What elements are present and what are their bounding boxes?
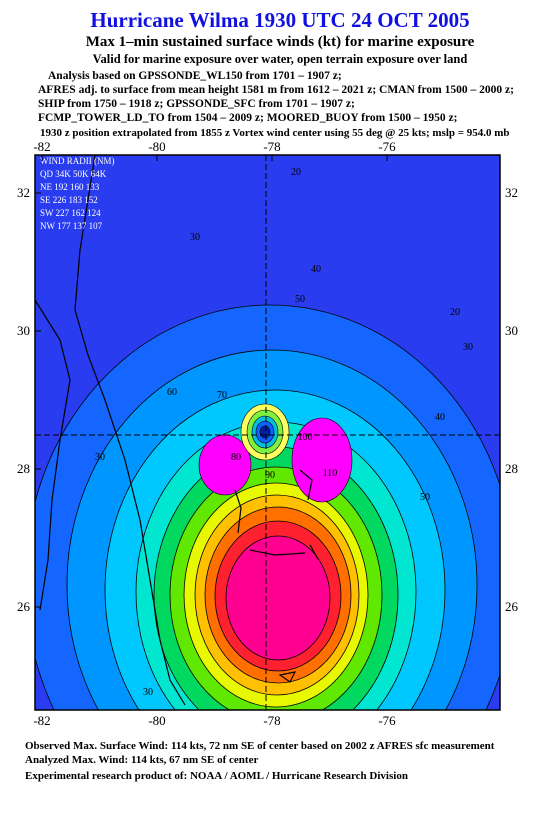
- wind-radii-text: NE 192 160 133: [40, 182, 100, 192]
- contour-label: 20: [450, 307, 460, 318]
- footer-line: Analyzed Max. Wind: 114 kts, 67 nm SE of…: [25, 754, 259, 766]
- wind-map: 20 30 40 50 60 70 80 90 100 110 50 40 30 20 30 30 WIND R…: [17, 140, 519, 728]
- lon-label: -78: [263, 713, 280, 728]
- lon-label: -76: [378, 140, 396, 154]
- wind-band: [225, 535, 331, 661]
- contour-label: 50: [420, 492, 430, 503]
- lat-label: 32: [505, 185, 518, 200]
- contour-label: 80: [231, 452, 241, 463]
- wind-radii-text: SE 226 183 152: [40, 195, 98, 205]
- wind-radii-box: WIND RADII (NM) QD 34K 50K 64K NE 192 160 …: [40, 156, 114, 231]
- footer-line: Experimental research product of: NOAA /…: [25, 770, 408, 782]
- lat-label: 28: [17, 461, 30, 476]
- contour-label: 30: [463, 342, 473, 353]
- lat-label: 26: [505, 599, 519, 614]
- lon-label: -82: [33, 140, 50, 154]
- contour-label: 90: [265, 470, 275, 481]
- contour-label: 60: [167, 387, 177, 398]
- lat-label: 28: [505, 461, 518, 476]
- lat-label: 30: [505, 323, 518, 338]
- coastline: [35, 155, 186, 706]
- contour-label: 30: [95, 452, 105, 463]
- wind-radii-text: QD 34K 50K 64K: [40, 169, 107, 179]
- lat-label: 30: [17, 323, 30, 338]
- contour-label: 30: [190, 232, 200, 243]
- contour-label: 110: [323, 468, 338, 479]
- contour-label: 100: [298, 432, 313, 443]
- contour-label: 40: [311, 264, 321, 275]
- lon-label: -82: [33, 713, 50, 728]
- validity: Valid for marine exposure over water, op…: [92, 52, 468, 66]
- lat-label: 26: [17, 599, 31, 614]
- lon-label: -76: [378, 713, 396, 728]
- footer-line: Observed Max. Surface Wind: 114 kts, 72 …: [25, 740, 495, 752]
- analysis-line: FCMP_TOWER_LD_TO from 1504 – 2009 z; MOO…: [38, 112, 458, 124]
- analysis-line: SHIP from 1750 – 1918 z; GPSSONDE_SFC fr…: [38, 98, 355, 110]
- map-frame: [34, 154, 501, 711]
- contour-label: 20: [291, 167, 301, 178]
- wind-radii-text: WIND RADII (NM): [40, 156, 114, 166]
- analysis-line: AFRES adj. to surface from mean height 1…: [38, 84, 514, 96]
- wind-radii-text: SW 227 162 124: [40, 208, 101, 218]
- subtitle: Max 1–min sustained surface winds (kt) f…: [85, 34, 475, 50]
- analysis-line: Analysis based on GPSSONDE_WL150 from 17…: [48, 70, 342, 82]
- lon-label: -80: [148, 713, 165, 728]
- lon-label: -80: [148, 140, 165, 154]
- contour-label: 70: [217, 390, 227, 401]
- lon-label: -78: [263, 140, 280, 154]
- wind-core: [291, 417, 353, 503]
- contour-label: 50: [295, 294, 305, 305]
- contour-label: 30: [143, 687, 153, 698]
- islands: [234, 469, 319, 683]
- position-note: 1930 z position extrapolated from 1855 z…: [40, 127, 510, 139]
- lat-label: 32: [17, 185, 30, 200]
- contour-label: 40: [435, 412, 445, 423]
- title: Hurricane Wilma 1930 UTC 24 OCT 2005: [90, 8, 470, 32]
- eye-band: [259, 425, 271, 439]
- wind-radii-text: NW 177 137 107: [40, 221, 103, 231]
